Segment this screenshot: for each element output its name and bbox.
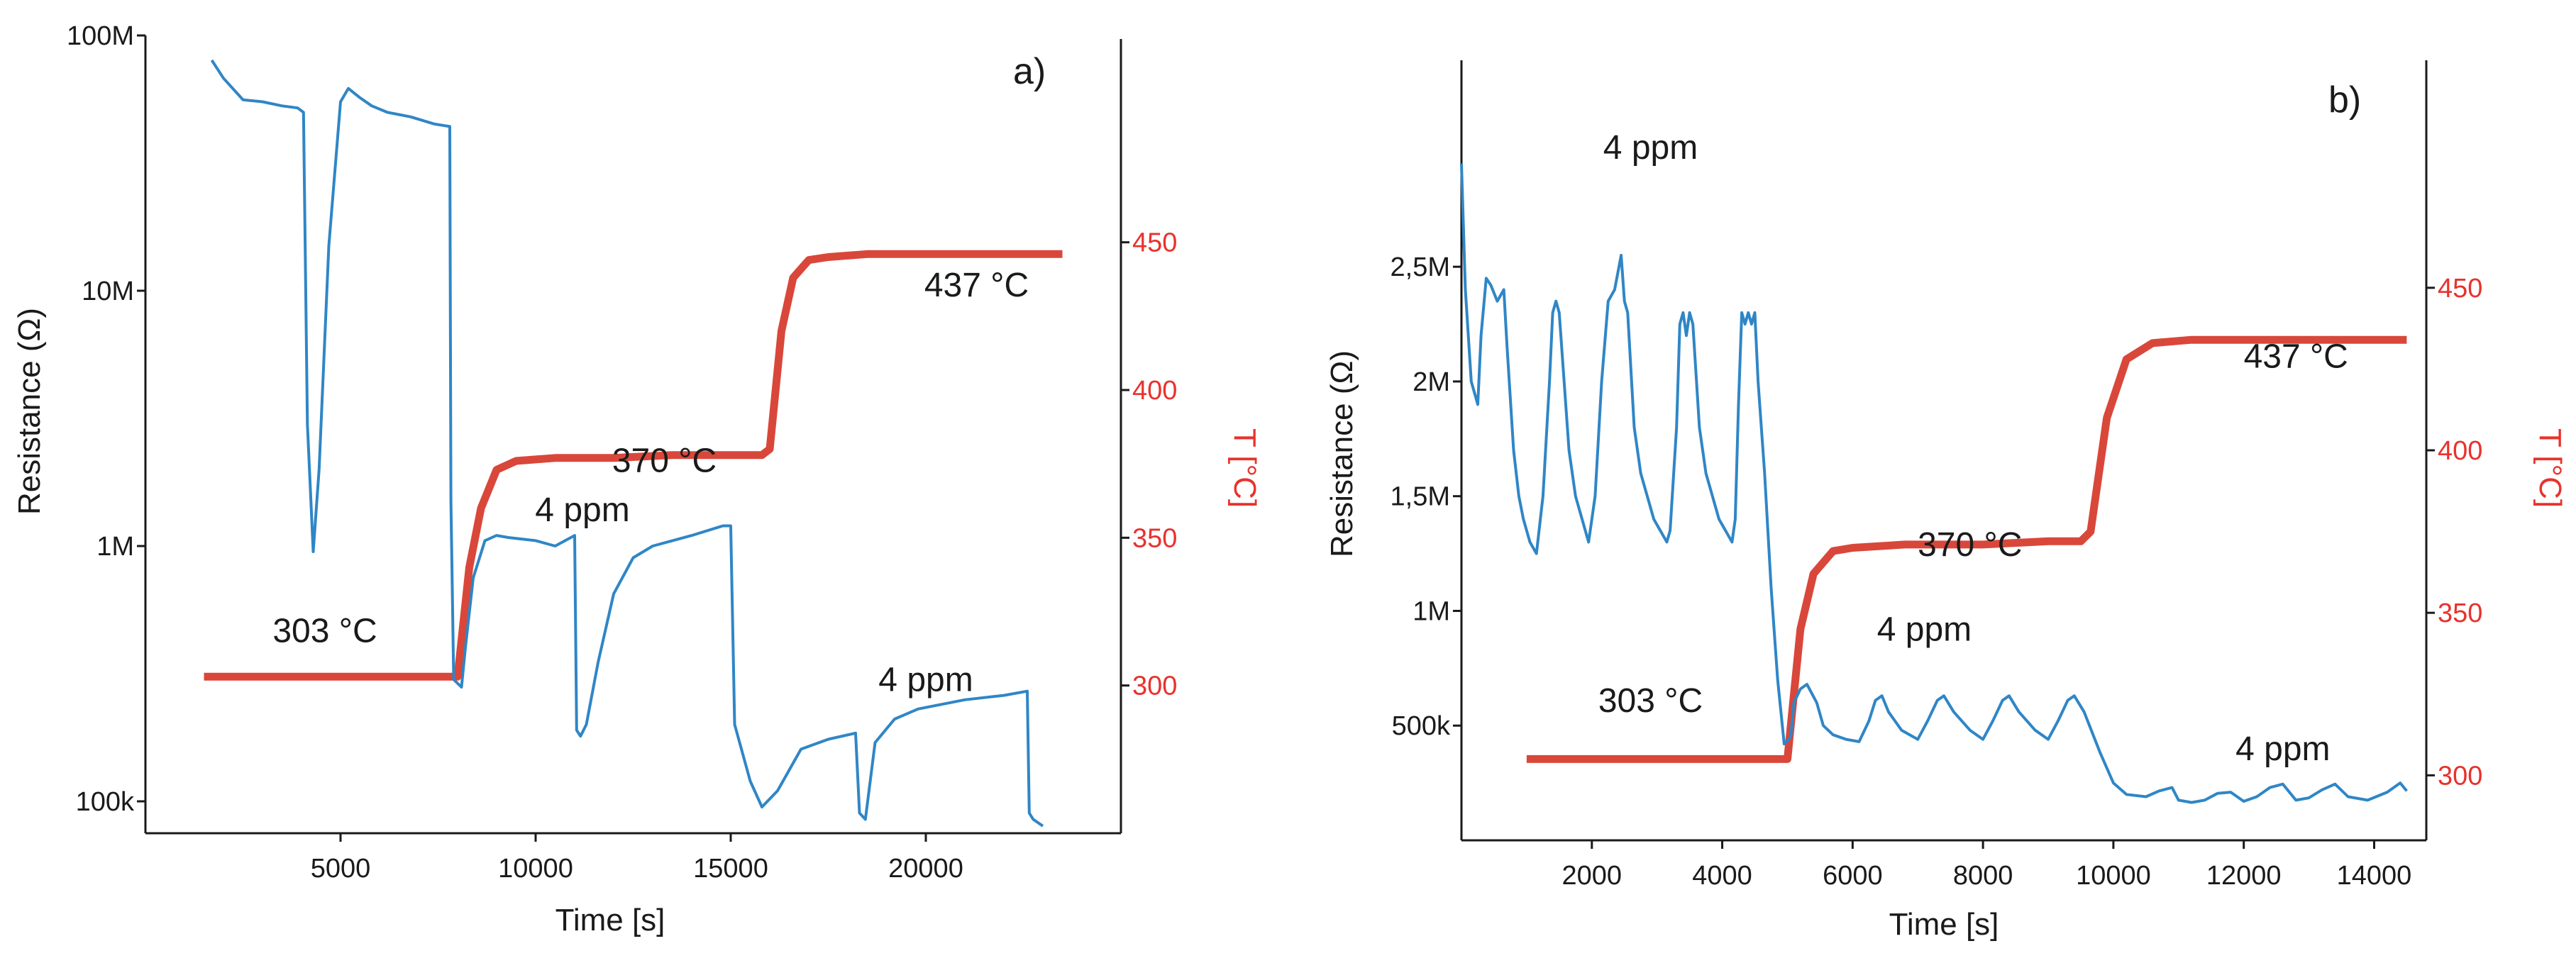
panel-b-x-axis-title: Time [s] <box>1889 907 1999 942</box>
panel-a-y2-ticks: 300 350 400 450 <box>1121 228 1177 701</box>
y-tick-label: 10M <box>82 277 134 306</box>
panel-b-label: b) <box>2328 79 2361 121</box>
panel-a-y-axis-title: Resistance (Ω) <box>12 308 47 515</box>
panel-b-y2-axis-title: T [°C] <box>2533 428 2567 508</box>
panel-a-x-axis-title: Time [s] <box>555 903 665 937</box>
y2-tick-label: 350 <box>1132 523 1177 553</box>
x-tick-label: 8000 <box>1953 861 2013 891</box>
x-tick-label: 5000 <box>311 854 371 884</box>
x-tick-label: 15000 <box>693 854 768 884</box>
y2-tick-label: 300 <box>1132 672 1177 701</box>
annotation-label: 4 ppm <box>878 662 973 699</box>
annotation-label: 4 ppm <box>1877 611 1972 649</box>
annotation-label: 4 ppm <box>1603 129 1698 167</box>
y2-tick-label: 300 <box>2438 761 2482 791</box>
x-tick-label: 4000 <box>1692 861 1752 891</box>
y2-tick-label: 350 <box>2438 599 2482 628</box>
y-tick-label: 100M <box>67 21 134 51</box>
annotation-label: 303 °C <box>272 613 377 650</box>
annotation-label: 4 ppm <box>2235 730 2330 768</box>
y-tick-label: 1,5M <box>1391 482 1450 512</box>
panel-a-temperature-series <box>204 250 1063 681</box>
y-tick-label: 2,5M <box>1391 252 1450 282</box>
x-tick-label: 6000 <box>1823 861 1883 891</box>
annotation-label: 4 ppm <box>535 491 629 529</box>
panel-a-y2-axis-title: T [°C] <box>1227 428 1262 508</box>
annotation-label: 437 °C <box>924 267 1029 304</box>
annotation-label: 437 °C <box>2244 338 2348 376</box>
x-tick-label: 20000 <box>888 854 963 884</box>
panel-b-y2-ticks: 300 350 400 450 <box>2426 274 2482 791</box>
panel-a-y-ticks: 100k 1M 10M 100M <box>67 21 145 817</box>
panel-a-resistance-temperature-chart: 5000 10000 15000 20000 100k 1M 10M 100M 300 350… <box>12 21 1262 937</box>
y-tick-label: 500k <box>1392 711 1451 741</box>
y2-tick-label: 450 <box>2438 274 2482 304</box>
annotation-label: 370 °C <box>612 442 717 480</box>
x-tick-label: 12000 <box>2206 861 2282 891</box>
y2-tick-label: 400 <box>2438 436 2482 466</box>
panel-b-y-ticks: 500k 1M 1,5M 2M 2,5M <box>1391 252 1461 741</box>
panel-a-resistance-series <box>210 59 1044 828</box>
panel-b-resistance-series <box>1460 163 2408 804</box>
y2-tick-label: 400 <box>1132 376 1177 406</box>
annotation-label: 303 °C <box>1598 682 1703 720</box>
panel-b-y-axis-title: Resistance (Ω) <box>1325 350 1359 557</box>
x-tick-label: 14000 <box>2337 861 2412 891</box>
y-tick-label: 2M <box>1413 367 1450 397</box>
panel-b-temperature-series <box>1526 335 2407 763</box>
panel-b-resistance-temperature-chart: 2000 4000 6000 8000 10000 12000 14000 500k 1M 1,… <box>1325 60 2567 942</box>
annotation-label: 370 °C <box>1918 526 2022 564</box>
x-tick-label: 2000 <box>1562 861 1623 891</box>
panel-b-x-ticks: 2000 4000 6000 8000 10000 12000 14000 <box>1562 840 2412 891</box>
panel-a-label: a) <box>1013 51 1046 92</box>
x-tick-label: 10000 <box>498 854 573 884</box>
y-tick-label: 100k <box>76 787 135 817</box>
panel-b-annotations: 4 ppm 303 °C 370 °C 4 ppm 4 ppm 437 °C <box>1598 129 2348 768</box>
y-tick-label: 1M <box>1413 596 1450 626</box>
panel-a-x-ticks: 5000 10000 15000 20000 <box>311 833 963 884</box>
y2-tick-label: 450 <box>1132 228 1177 258</box>
x-tick-label: 10000 <box>2076 861 2151 891</box>
y-tick-label: 1M <box>96 532 134 562</box>
